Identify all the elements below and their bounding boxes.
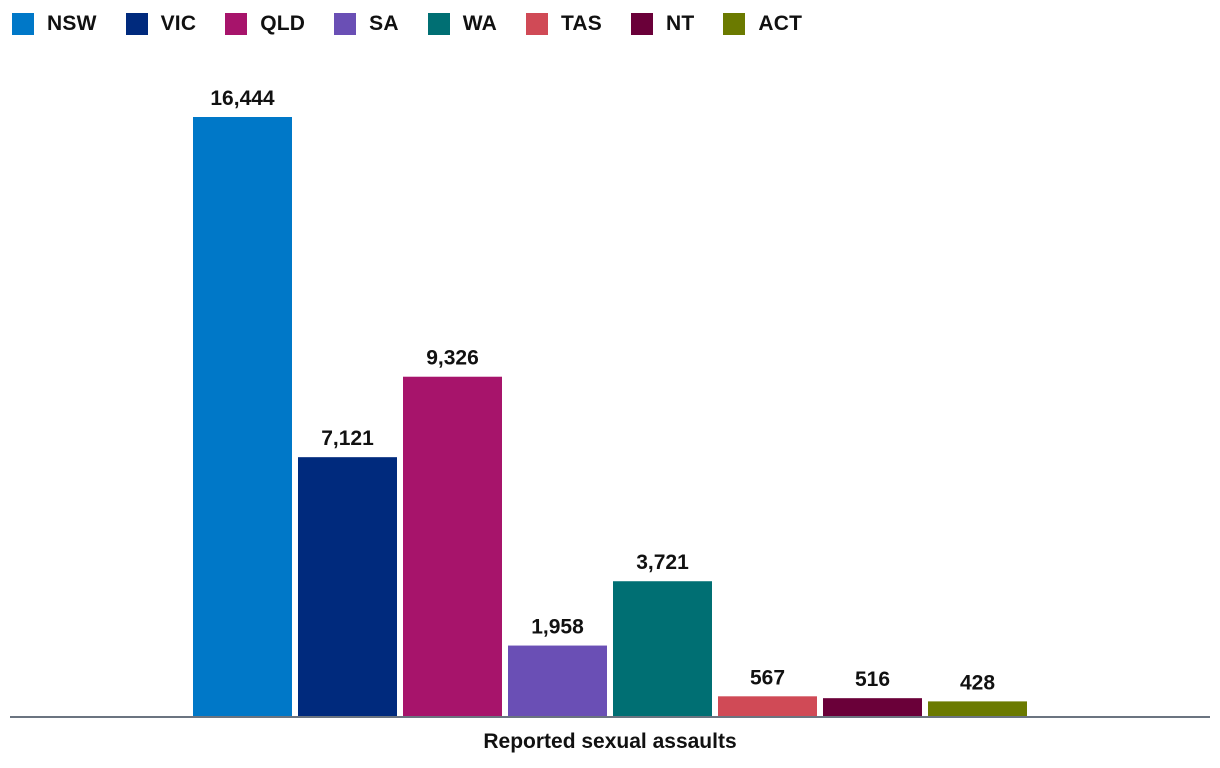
legend-label: WA	[462, 12, 497, 35]
data-label-act: 428	[960, 671, 995, 694]
legend-swatch	[525, 13, 548, 35]
legend-item-sa: SA	[334, 12, 399, 36]
data-label-nt: 516	[855, 668, 890, 691]
legend-swatch	[427, 13, 450, 35]
legend-item-vic: VIC	[125, 12, 197, 36]
bars-layer	[193, 117, 1027, 717]
legend-item-wa: WA	[427, 12, 497, 36]
legend-item-act: ACT	[723, 12, 802, 36]
bar-sa	[508, 645, 607, 717]
legend-label: TAS	[560, 12, 602, 35]
legend-label: NT	[666, 12, 695, 35]
x-axis-title: Reported sexual assaults	[483, 730, 736, 753]
legend-item-qld: QLD	[225, 12, 305, 36]
legend-label: ACT	[758, 12, 803, 35]
legend-label: SA	[369, 12, 399, 35]
legend-swatch	[723, 13, 746, 35]
legend-label: VIC	[160, 12, 197, 35]
data-label-nsw: 16,444	[210, 87, 275, 110]
labels-layer: 16,444 7,121 9,326 1,958 3,721 567 516 428	[210, 87, 995, 694]
data-label-sa: 1,958	[531, 616, 584, 639]
legend-swatch	[12, 13, 34, 35]
bar-nsw	[193, 117, 292, 717]
data-label-qld: 9,326	[426, 347, 479, 370]
bar-nt	[823, 698, 922, 717]
legend-item-nsw: NSW	[12, 12, 97, 36]
bar-vic	[298, 457, 397, 717]
data-label-vic: 7,121	[321, 427, 374, 450]
data-label-tas: 567	[750, 666, 785, 689]
bar-wa	[613, 581, 712, 717]
legend-item-nt: NT	[631, 12, 694, 36]
bar-act	[928, 701, 1027, 717]
legend-swatch	[334, 13, 357, 35]
legend-swatch	[125, 13, 148, 35]
bar-tas	[718, 696, 817, 717]
legend-label: NSW	[47, 12, 97, 35]
legend-label: QLD	[260, 12, 306, 35]
legend-swatch	[225, 13, 248, 35]
legend-swatch	[631, 13, 653, 35]
chart-legend: NSW VIC QLD SA WA TAS NT ACT	[12, 10, 831, 38]
data-label-wa: 3,721	[636, 551, 689, 574]
legend-item-tas: TAS	[525, 12, 602, 36]
bar-qld	[403, 376, 502, 717]
